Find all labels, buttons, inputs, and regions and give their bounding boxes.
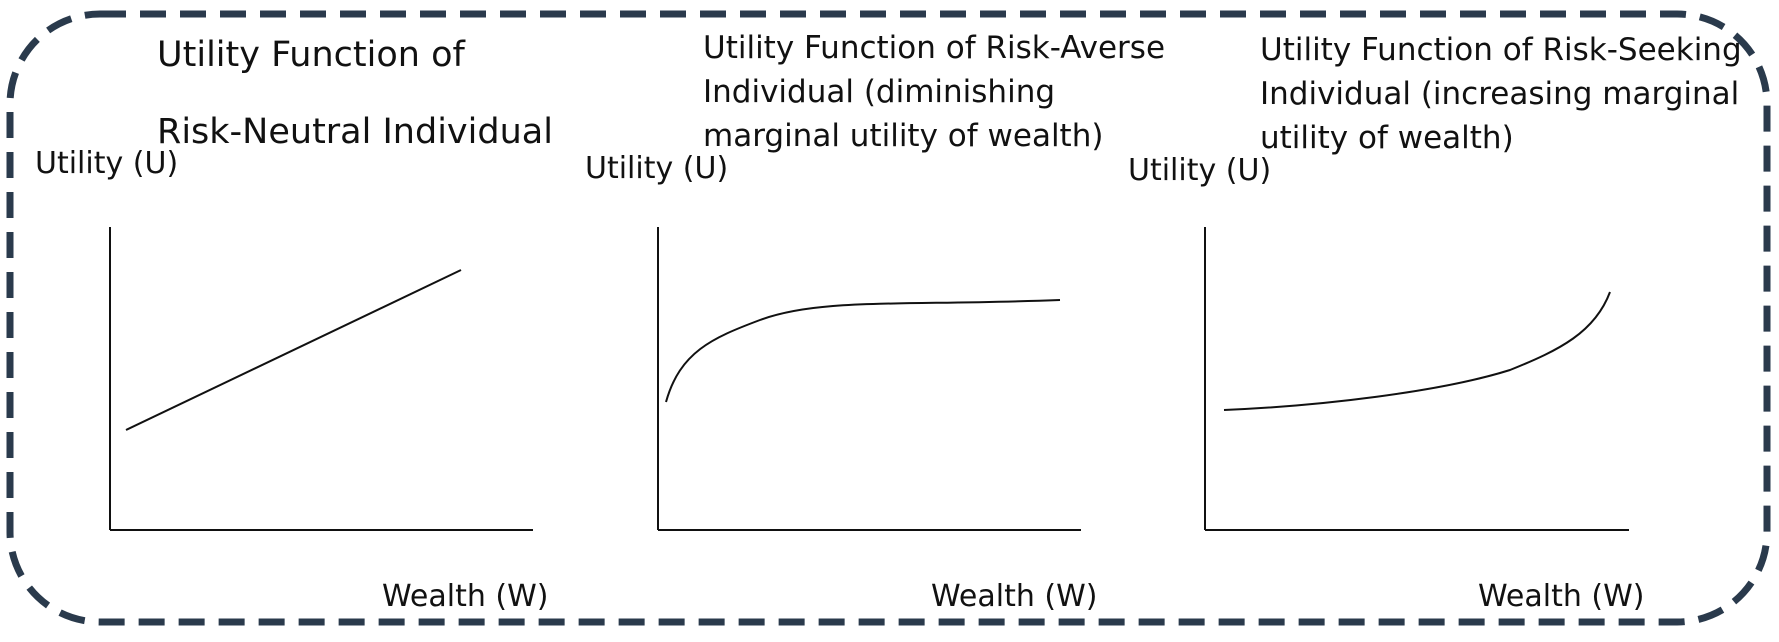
- y-axis-label: Utility (U): [585, 151, 728, 186]
- x-axis-label: Wealth (W): [1478, 579, 1644, 614]
- utility-curve-linear: [125, 269, 462, 431]
- x-axis-label: Wealth (W): [931, 579, 1097, 614]
- utility-curve-convex: [1223, 291, 1611, 411]
- panel-risk-averse: Utility Function of Risk-Averse Individu…: [585, 30, 1175, 614]
- panel-title-line: marginal utility of wealth): [703, 118, 1103, 154]
- panel-title: Utility Function of Risk-Seeking Individ…: [1260, 32, 1752, 156]
- dashed-border: [6, 10, 1771, 626]
- panel-title: Utility Function of Risk-Neutral Individ…: [157, 35, 553, 152]
- panel-title-line: Utility Function of: [157, 35, 465, 75]
- panel-title-line: utility of wealth): [1260, 120, 1514, 156]
- panel-title: Utility Function of Risk-Averse Individu…: [703, 30, 1175, 154]
- utility-curve-concave: [665, 299, 1061, 403]
- y-axis-label: Utility (U): [1128, 153, 1271, 188]
- panel-title-line: Individual (diminishing: [703, 74, 1055, 110]
- panel-title-line: Utility Function of Risk-Averse: [703, 30, 1165, 66]
- y-axis-label: Utility (U): [35, 146, 178, 181]
- panel-title-line: Risk-Neutral Individual: [157, 112, 553, 152]
- panel-title-line: Utility Function of Risk-Seeking: [1260, 32, 1742, 68]
- panel-risk-seeking: Utility Function of Risk-Seeking Individ…: [1128, 32, 1752, 614]
- panel-title-line: Individual (increasing marginal: [1260, 76, 1739, 112]
- x-axis-label: Wealth (W): [382, 579, 548, 614]
- panel-risk-neutral: Utility Function of Risk-Neutral Individ…: [35, 35, 553, 614]
